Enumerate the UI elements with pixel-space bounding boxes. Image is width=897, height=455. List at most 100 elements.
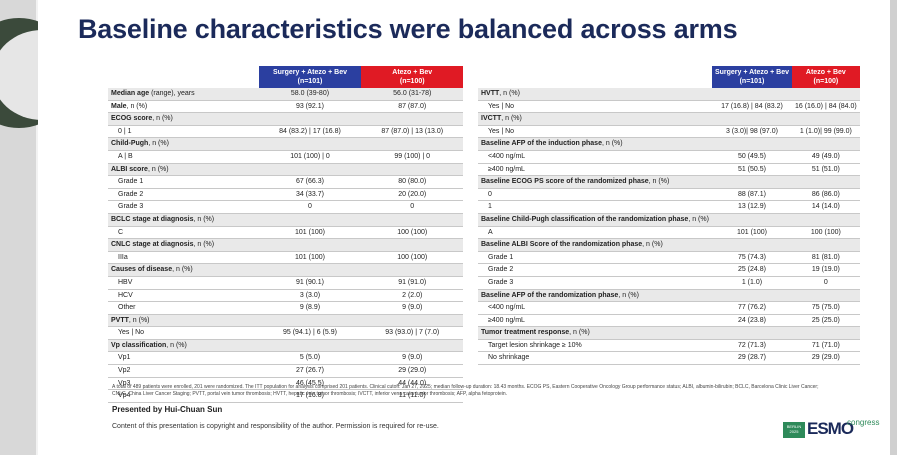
row-label: Baseline AFP of the induction phase, n (… <box>478 137 712 151</box>
table-row: <400 ng/mL 77 (76.2) 75 (75.0) <box>478 302 860 315</box>
arm2-value: 81 (81.0) <box>811 253 840 261</box>
arm1-n: (n=101) <box>739 78 765 85</box>
arm2-header: Atezo + Bev (n=100) <box>791 66 860 88</box>
arm1-value: 9 (8.9) <box>299 304 321 312</box>
table-row: Baseline AFP of the induction phase, n (… <box>478 137 860 151</box>
row-label: A | B <box>118 152 133 160</box>
table-row: Yes | No 3 (3.0)| 98 (97.0) 1 (1.0)| 99 (9… <box>478 125 860 138</box>
table-row: Grade 3 0 0 <box>108 201 463 214</box>
row-label: Vp2 <box>118 367 131 375</box>
arm2-value: 51 (51.0) <box>811 165 840 173</box>
row-label: IIIa <box>118 253 128 261</box>
table-header-left: Surgery + Atezo + Bev (n=101) Atezo + Bev… <box>108 66 463 88</box>
table-row: Causes of disease, n (%) <box>108 263 463 277</box>
arm2-value <box>791 238 860 252</box>
footnote: A total of 489 patients were enrolled, 2… <box>112 384 819 397</box>
row-label: 1 <box>488 203 492 211</box>
arm1-value: 101 (100) <box>294 228 325 236</box>
row-label-main: BCLC stage at diagnosis <box>111 215 194 223</box>
row-label: PVTT, n (%) <box>108 314 259 327</box>
arm1-value: 95 (94.1) | 6 (5.9) <box>282 329 337 337</box>
arm2-value: 100 (100) <box>810 228 841 236</box>
table-row: ECOG score, n (%) <box>108 112 463 126</box>
row-label-main: Vp classification <box>111 341 167 349</box>
arm2-value <box>791 289 860 302</box>
arm1-value: 88 (87.1) <box>737 190 766 198</box>
row-label-unit: , n (%) <box>499 90 520 97</box>
table-row: ALBI score, n (%) <box>108 163 463 176</box>
row-label-unit: , n (%) <box>152 115 173 123</box>
arm1-value <box>711 137 792 151</box>
row-label-unit: , n (%) <box>601 140 623 148</box>
row-label: ≥400 ng/mL <box>488 316 525 324</box>
presenter-credit: Presented by Hui-Chuan Sun <box>112 405 223 414</box>
arm1-value: 29 (28.7) <box>737 354 766 362</box>
arm2-value: 86 (86.0) <box>811 190 840 198</box>
arm2-value <box>361 314 463 327</box>
table-header-right: Surgery + Atezo + Bev (n=101) Atezo + Bev… <box>478 66 860 88</box>
row-label-main: Tumor treatment response <box>481 329 570 337</box>
arm2-value: 56.0 (31-78) <box>361 88 463 101</box>
row-label-main: Baseline ECOG PS score of the randomized… <box>481 178 649 186</box>
arm2-n: (n=100) <box>813 78 839 85</box>
arm2-value <box>361 238 463 252</box>
table-row: ≥400 ng/mL 51 (50.5) 51 (51.0) <box>478 163 860 176</box>
table-row: Grade 1 75 (74.3) 81 (81.0) <box>478 251 860 264</box>
arm1-value <box>258 238 362 252</box>
arm2-value: 87 (87.0) | 13 (13.0) <box>381 127 444 135</box>
table-row: <400 ng/mL 50 (49.5) 49 (49.0) <box>478 150 860 164</box>
arm1-value: 84 (83.2) | 17 (16.8) <box>279 127 341 135</box>
table-row: Baseline Child-Pugh classification of th… <box>478 213 860 227</box>
row-label-unit: , n (%) <box>172 266 193 274</box>
table-row: Grade 1 67 (66.3) 80 (80.0) <box>108 176 463 189</box>
table-row: Other 9 (8.9) 9 (9.0) <box>108 302 463 315</box>
arm1-label: Surgery + Atezo + Bev <box>272 69 347 76</box>
arm2-value <box>791 137 860 151</box>
arm1-value <box>258 112 362 126</box>
arm2-value: 93 (93.0) | 7 (7.0) <box>385 329 440 337</box>
arm1-value <box>711 326 792 340</box>
arm2-value <box>791 175 860 189</box>
row-label-unit: , n (%) <box>688 215 709 223</box>
arm2-value <box>361 339 463 352</box>
row-label: Grade 2 <box>488 266 514 274</box>
row-label: BCLC stage at diagnosis, n (%) <box>108 213 259 227</box>
table-row: Tumor treatment response, n (%) <box>478 326 860 340</box>
row-label-unit: , n (%) <box>642 241 663 249</box>
arm2-value: 71 (71.0) <box>811 341 840 349</box>
arm2-n: (n=100) <box>399 78 425 85</box>
arm1-value: 67 (66.3) <box>295 178 324 186</box>
arm1-value <box>258 339 362 352</box>
arm1-value: 58.0 (39-80) <box>258 88 362 101</box>
row-label-main: Baseline ALBI Score of the randomization… <box>481 241 643 249</box>
row-label-main: HVTT <box>481 90 500 97</box>
row-label-main: ALBI score <box>111 165 148 173</box>
table-row: Vp1 5 (5.0) 9 (9.0) <box>108 352 463 365</box>
row-label-main: Baseline Child-Pugh classification of th… <box>481 215 689 223</box>
arm1-value: 34 (33.7) <box>295 190 324 198</box>
table-row: Vp4 17 (16.8) 11 (11.0) <box>108 390 463 403</box>
row-label: Male, n (%) <box>108 100 259 113</box>
arm1-header: Surgery + Atezo + Bev (n=101) <box>711 66 792 88</box>
arm2-header: Atezo + Bev (n=100) <box>361 66 463 88</box>
row-label: No shrinkage <box>488 354 530 362</box>
row-label: Vp3 <box>118 379 131 387</box>
row-label: C <box>118 228 124 236</box>
arm1-value <box>258 163 362 176</box>
logo-name: ESMO <box>807 419 854 438</box>
row-label-main: Baseline AFP of the induction phase <box>481 140 602 148</box>
arm2-value: 0 <box>410 203 415 211</box>
baseline-table-right: Surgery + Atezo + Bev (n=101) Atezo + Bev… <box>478 66 860 365</box>
arm1-value: 93 (92.1) <box>295 102 324 110</box>
arm1-value <box>711 175 792 189</box>
copyright-notice: Content of this presentation is copyrigh… <box>112 423 439 430</box>
row-label-unit: , n (%) <box>569 329 590 337</box>
table-row: Vp classification, n (%) <box>108 339 463 352</box>
row-label-unit: , n (%) <box>193 215 215 223</box>
arm1-value: 101 (100) <box>294 253 325 261</box>
arm2-value: 100 (100) <box>397 228 428 236</box>
row-label: Baseline ALBI Score of the randomization… <box>478 238 712 252</box>
row-label: Tumor treatment response, n (%) <box>478 326 712 340</box>
arm1-label: Surgery + Atezo + Bev <box>714 69 789 76</box>
arm1-value: 50 (49.5) <box>737 152 766 160</box>
